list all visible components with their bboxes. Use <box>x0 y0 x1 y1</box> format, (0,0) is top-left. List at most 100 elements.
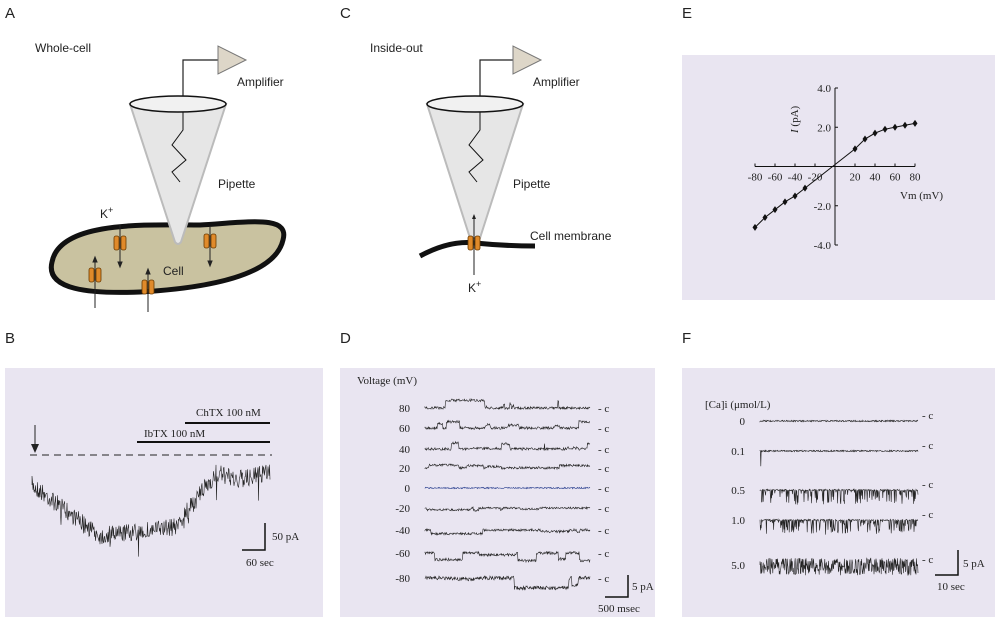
scale-label: 500 msec <box>598 603 640 615</box>
iv-point <box>782 198 788 206</box>
channel-trace <box>424 550 591 564</box>
title: Whole-cell <box>35 41 91 55</box>
channel-trace <box>424 575 591 591</box>
channel-trace <box>759 518 919 535</box>
row-label: -40 <box>395 525 410 537</box>
row-label: 0.5 <box>731 485 745 497</box>
panel-e-bg <box>682 55 995 300</box>
row-label: 20 <box>399 463 411 475</box>
channel-trace <box>759 449 919 467</box>
x-tick-label: 40 <box>870 172 882 184</box>
channel-trace <box>759 419 919 423</box>
iv-point <box>872 129 878 137</box>
pipette <box>128 103 228 245</box>
row-label: 0 <box>405 483 411 495</box>
label: Pipette <box>218 177 256 191</box>
y-tick-label: -4.0 <box>814 240 832 252</box>
row-label: 0.1 <box>731 446 745 458</box>
closed-label: - c <box>598 403 609 415</box>
panel-letter: D <box>340 330 351 347</box>
label: Pipette <box>513 177 551 191</box>
row-label: 60 <box>399 423 411 435</box>
iv-point <box>802 184 808 192</box>
y-tick-label: 4.0 <box>817 83 831 95</box>
iv-point <box>762 214 768 222</box>
closed-label: - c <box>922 479 933 491</box>
panel-b: ChTX 100 nM IbTX 100 nM 50 pA 60 sec <box>30 407 299 569</box>
panel-letter: C <box>340 5 351 22</box>
closed-label: - c <box>598 503 609 515</box>
x-axis-label: Vm (mV) <box>900 190 943 202</box>
channel-trace <box>424 505 591 512</box>
channel-trace <box>424 527 591 536</box>
channel-trace <box>759 488 919 505</box>
panel-letter: F <box>682 330 691 347</box>
scale-label: 10 sec <box>937 581 965 593</box>
closed-label: - c <box>598 573 609 585</box>
amplifier <box>217 45 248 75</box>
panel-letter: A <box>5 5 15 22</box>
label: Amplifier <box>237 75 284 89</box>
y-axis-label: I (pA) <box>789 105 801 134</box>
y-tick-label: 2.0 <box>817 122 831 134</box>
title: Inside-out <box>370 41 423 55</box>
label: Cell <box>163 264 184 278</box>
row-label: 0 <box>740 416 746 428</box>
pipette-rim <box>129 95 227 113</box>
panel-b-bg <box>5 368 323 617</box>
ion: K <box>468 281 476 295</box>
channel-trace <box>424 463 591 471</box>
row-label: 1.0 <box>731 515 745 527</box>
iv-point <box>902 121 908 129</box>
x-tick-label: -40 <box>788 172 803 184</box>
label: Cell membrane <box>530 229 612 243</box>
x-tick-label: -60 <box>768 172 783 184</box>
x-tick-label: 60 <box>890 172 902 184</box>
ion-sign: + <box>476 279 481 289</box>
wire <box>479 59 513 112</box>
scale-label: 5 pA <box>963 558 985 570</box>
label: K+ <box>100 205 113 221</box>
electrode <box>171 112 187 183</box>
arrow-head <box>472 214 476 219</box>
iv-point <box>852 145 858 153</box>
iv-point <box>772 206 778 214</box>
y-unit: (pA) <box>789 105 801 126</box>
closed-label: - c <box>598 483 609 495</box>
scale-label: 50 pA <box>272 531 299 543</box>
scale-label: 60 sec <box>246 557 274 569</box>
scale-bar <box>935 550 959 576</box>
iv-point <box>882 125 888 133</box>
y-symbol: I <box>789 128 801 134</box>
iv-point <box>912 119 918 127</box>
closed-label: - c <box>922 554 933 566</box>
closed-label: - c <box>598 525 609 537</box>
x-tick-label: 20 <box>850 172 862 184</box>
x-tick-label: -20 <box>808 172 823 184</box>
channel-trace <box>424 397 591 411</box>
scale-bar <box>242 523 266 551</box>
closed-label: - c <box>598 463 609 475</box>
x-tick-label: -80 <box>748 172 763 184</box>
panel-d-bg <box>340 368 655 617</box>
panel-letter: B <box>5 330 15 347</box>
row-label: -60 <box>395 548 410 560</box>
panel-c: Inside-out Amplifier Pipette Cell membra… <box>370 41 612 295</box>
iv-point <box>792 192 798 200</box>
row-label: 40 <box>399 444 411 456</box>
ion-sign: + <box>108 205 113 215</box>
arrow-head <box>31 444 39 453</box>
arrows <box>92 225 213 312</box>
drug-label: ChTX 100 nM <box>196 407 261 419</box>
axis-title: Voltage (mV) <box>357 375 417 387</box>
y-tick-label: -2.0 <box>814 201 832 213</box>
axis-title: [Ca]i (μmol/L) <box>705 399 771 411</box>
current-trace <box>31 464 271 557</box>
row-label: 80 <box>399 403 411 415</box>
row-label: -20 <box>395 503 410 515</box>
row-label: -80 <box>395 573 410 585</box>
channels <box>88 233 217 295</box>
channel-trace <box>424 419 591 431</box>
closed-label: - c <box>922 509 933 521</box>
x-tick-label: 80 <box>910 172 922 184</box>
